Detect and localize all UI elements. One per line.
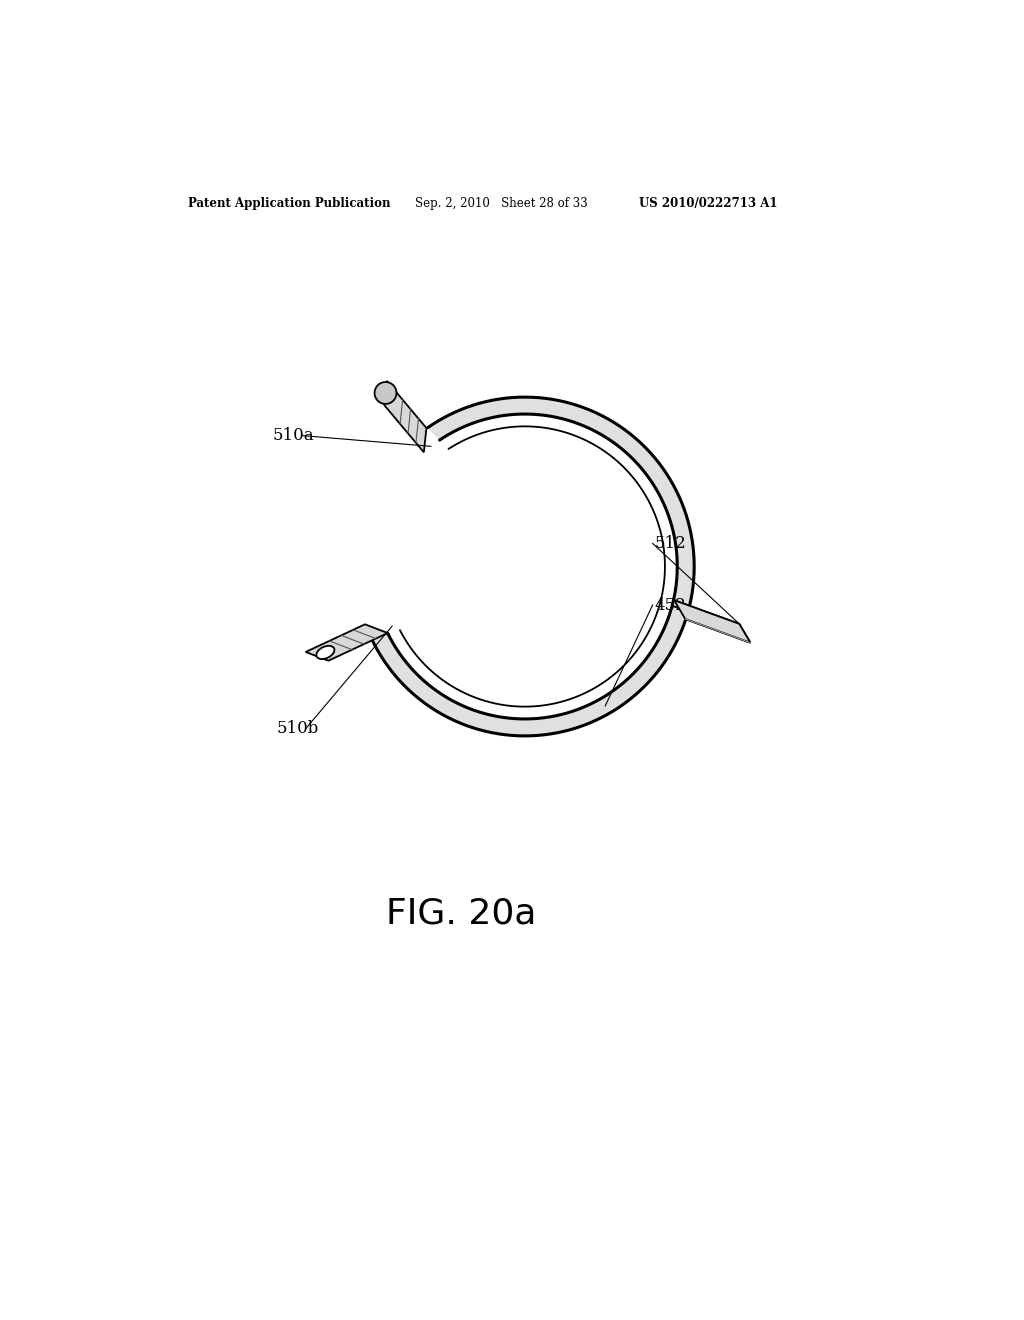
Text: Sep. 2, 2010   Sheet 28 of 33: Sep. 2, 2010 Sheet 28 of 33 bbox=[416, 197, 588, 210]
Circle shape bbox=[375, 381, 396, 404]
Text: FIG. 20a: FIG. 20a bbox=[386, 896, 537, 931]
Text: 512: 512 bbox=[654, 535, 686, 552]
Text: 510a: 510a bbox=[273, 428, 314, 444]
Ellipse shape bbox=[316, 645, 335, 659]
Text: 452: 452 bbox=[654, 597, 686, 614]
Text: 510b: 510b bbox=[276, 719, 319, 737]
Text: US 2010/0222713 A1: US 2010/0222713 A1 bbox=[639, 197, 777, 210]
Polygon shape bbox=[674, 601, 751, 643]
Text: Patent Application Publication: Patent Application Publication bbox=[188, 197, 391, 210]
Polygon shape bbox=[305, 624, 388, 661]
Polygon shape bbox=[672, 601, 751, 643]
Polygon shape bbox=[372, 397, 694, 735]
Polygon shape bbox=[384, 381, 426, 453]
